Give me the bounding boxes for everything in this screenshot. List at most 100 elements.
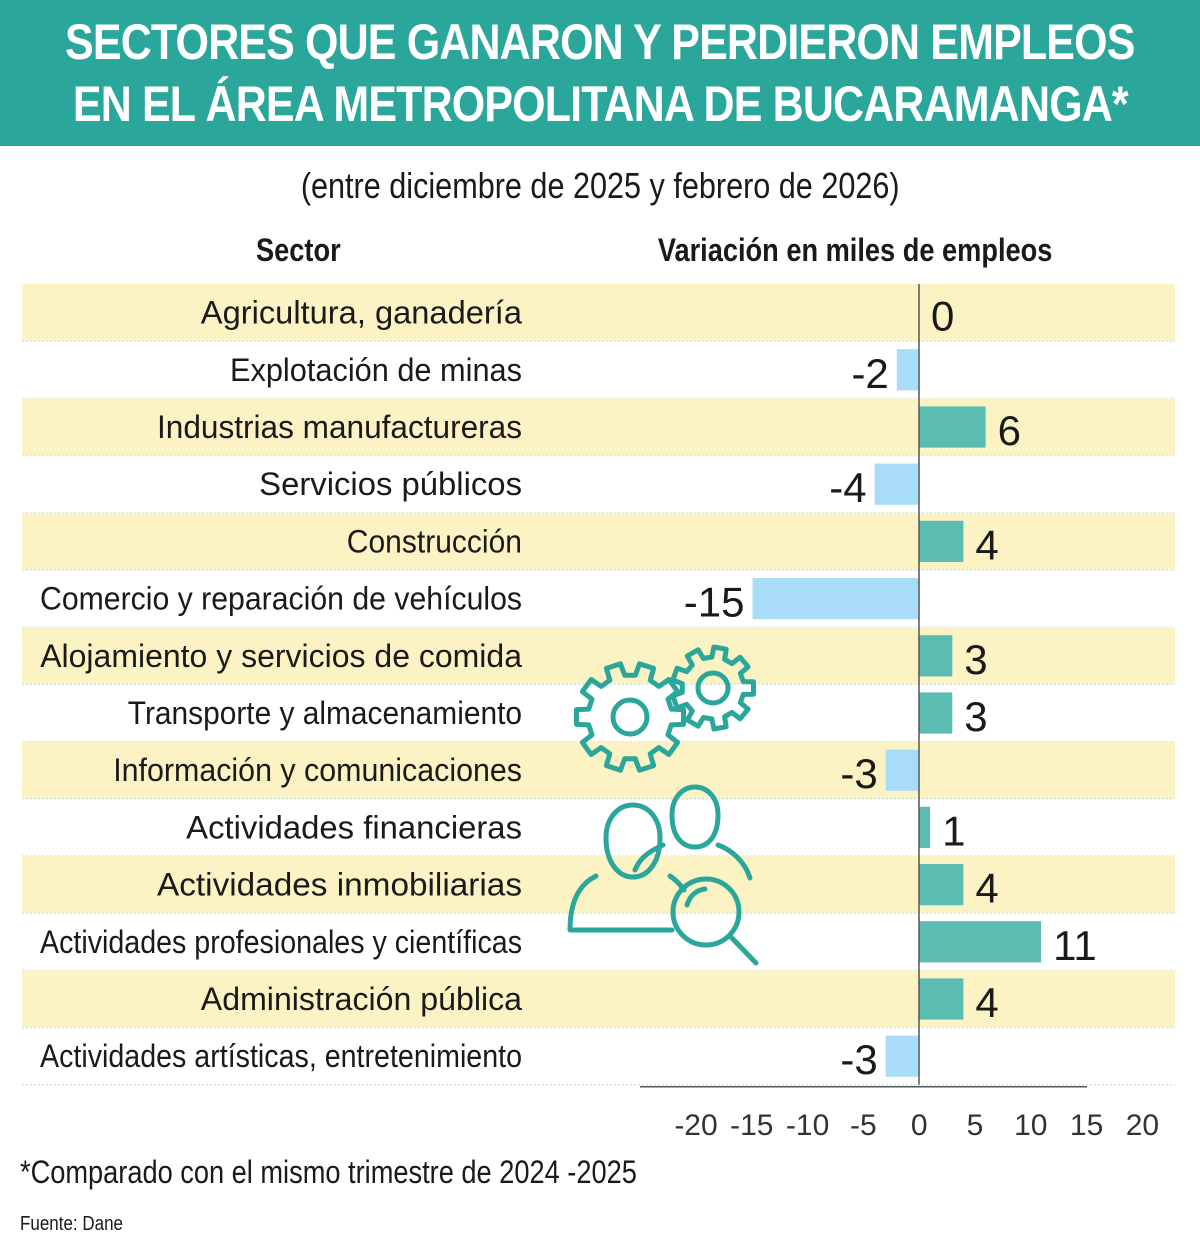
value-label: 1 (942, 807, 965, 854)
table-row: Información y comunicaciones -3 (113, 749, 919, 797)
person-back-head-icon (669, 784, 721, 850)
source-text: Fuente: Dane (20, 1213, 124, 1235)
small-gear-icon (670, 644, 756, 732)
x-axis-ticks: -20 -15 -10 -5 0 5 10 15 20 (674, 1109, 1159, 1142)
category-label: Actividades financieras (186, 809, 522, 845)
row-band (22, 512, 1175, 570)
table-row: Servicios públicos -4 (259, 463, 919, 511)
category-label: Servicios públicos (259, 466, 522, 502)
value-label: 4 (975, 979, 998, 1026)
variation-column-header: Variación en miles de empleos (620, 228, 1090, 272)
x-tick-label: -15 (730, 1109, 773, 1142)
variation-column-header-text: Variación en miles de empleos (657, 232, 1053, 268)
category-label: Explotación de minas (230, 352, 522, 388)
category-label: Construcción (347, 523, 522, 559)
value-label: 3 (964, 693, 987, 740)
positive-bar (919, 806, 931, 848)
table-row: Transporte y almacenamiento 3 (128, 692, 988, 740)
positive-bar (919, 978, 964, 1020)
category-label: Alojamiento y servicios de comida (40, 638, 522, 674)
category-label: Transporte y almacenamiento (128, 695, 522, 731)
person-back-shoulder-icon (715, 842, 753, 881)
negative-bar (885, 1035, 919, 1077)
value-label: -3 (840, 1036, 877, 1083)
x-tick-label: 20 (1126, 1109, 1159, 1142)
x-tick-label: -5 (850, 1109, 877, 1142)
table-row: Actividades artísticas, entretenimiento -… (40, 1035, 919, 1083)
value-label: 0 (931, 293, 954, 340)
value-label: 4 (975, 865, 998, 912)
title-banner: SECTORES QUE GANARON Y PERDIERON EMPLEOS… (0, 0, 1200, 146)
big-gear-icon (574, 661, 686, 773)
category-label: Administración pública (201, 981, 522, 1017)
footnote-text: *Comparado con el mismo trimestre de 202… (20, 1154, 637, 1190)
table-row: Administración pública 4 (201, 978, 999, 1026)
negative-bar (896, 349, 919, 391)
negative-bar (874, 463, 919, 505)
magnifier-glare-icon (684, 886, 708, 908)
value-label: -3 (840, 750, 877, 797)
x-tick-label: 0 (911, 1109, 928, 1142)
value-label: 4 (975, 521, 998, 568)
big-gear-hub-icon (610, 697, 650, 737)
sector-column-header-text: Sector (256, 232, 341, 268)
positive-bar (919, 635, 953, 677)
value-label: -15 (684, 579, 745, 626)
table-row: Comercio y reparación de vehículos -15 (40, 578, 919, 626)
row-band (22, 627, 1175, 685)
category-label: Comercio y reparación de vehículos (40, 581, 522, 617)
category-label: Industrias manufactureras (157, 409, 522, 445)
table-row: Agricultura, ganadería 0 (201, 293, 955, 340)
decorative-icons (567, 644, 759, 966)
value-label: 3 (964, 636, 987, 683)
person-front-body-icon (567, 873, 675, 933)
positive-bar (919, 692, 953, 734)
positive-bar (919, 864, 964, 906)
value-label: -4 (829, 464, 866, 511)
row-band (22, 970, 1175, 1028)
value-label: 11 (1053, 922, 1097, 969)
gears-icon (574, 644, 756, 773)
magnifier-lens-icon (670, 876, 742, 948)
x-tick-label: -20 (674, 1109, 717, 1142)
negative-bar (752, 578, 919, 620)
category-label: Actividades artísticas, entretenimiento (40, 1038, 522, 1074)
table-row: Actividades profesionales y científicas 1… (40, 921, 1097, 969)
footnote: *Comparado con el mismo trimestre de 202… (20, 1150, 746, 1194)
x-tick-label: -10 (786, 1109, 829, 1142)
table-row: Alojamiento y servicios de comida 3 (40, 635, 988, 683)
value-label: 6 (998, 407, 1021, 454)
category-label: Actividades inmobiliarias (157, 867, 522, 903)
negative-bar (885, 749, 919, 791)
value-label: -2 (851, 350, 888, 397)
category-label: Información y comunicaciones (113, 752, 522, 788)
chart-subtitle-text: (entre diciembre de 2025 y febrero de 20… (300, 165, 900, 206)
x-tick-label: 15 (1070, 1109, 1103, 1142)
people-search-icon (567, 784, 759, 966)
source-note: Fuente: Dane (20, 1210, 141, 1238)
sector-column-header: Sector (256, 228, 356, 272)
magnifier-handle-icon (727, 933, 759, 966)
table-row: Industrias manufactureras 6 (157, 406, 1021, 454)
small-gear-hub-icon (695, 670, 731, 706)
positive-bar (919, 520, 964, 562)
category-label: Actividades profesionales y científicas (40, 924, 522, 960)
positive-bar (919, 921, 1042, 963)
table-row: Construcción 4 (347, 520, 999, 568)
chart-title-line-2: EN EL ÁREA METROPOLITANA DE BUCARAMANGA* (72, 76, 1129, 132)
chart-title-line-1: SECTORES QUE GANARON Y PERDIERON EMPLEOS (65, 14, 1135, 70)
chart-subtitle: (entre diciembre de 2025 y febrero de 20… (0, 162, 1200, 210)
row-band (22, 284, 1175, 342)
chart-rows: Agricultura, ganadería 0 Explotación de mi… (40, 293, 1097, 1084)
category-label: Agricultura, ganadería (201, 295, 522, 331)
table-row: Explotación de minas -2 (230, 349, 919, 397)
x-tick-label: 5 (967, 1109, 984, 1142)
x-tick-label: 10 (1014, 1109, 1047, 1142)
table-row: Actividades inmobiliarias 4 (157, 864, 999, 912)
row-bands (22, 284, 1175, 1086)
table-row: Actividades financieras 1 (186, 806, 965, 854)
positive-bar (919, 406, 986, 448)
row-band (22, 856, 1175, 914)
person-front-head-icon (603, 802, 663, 880)
